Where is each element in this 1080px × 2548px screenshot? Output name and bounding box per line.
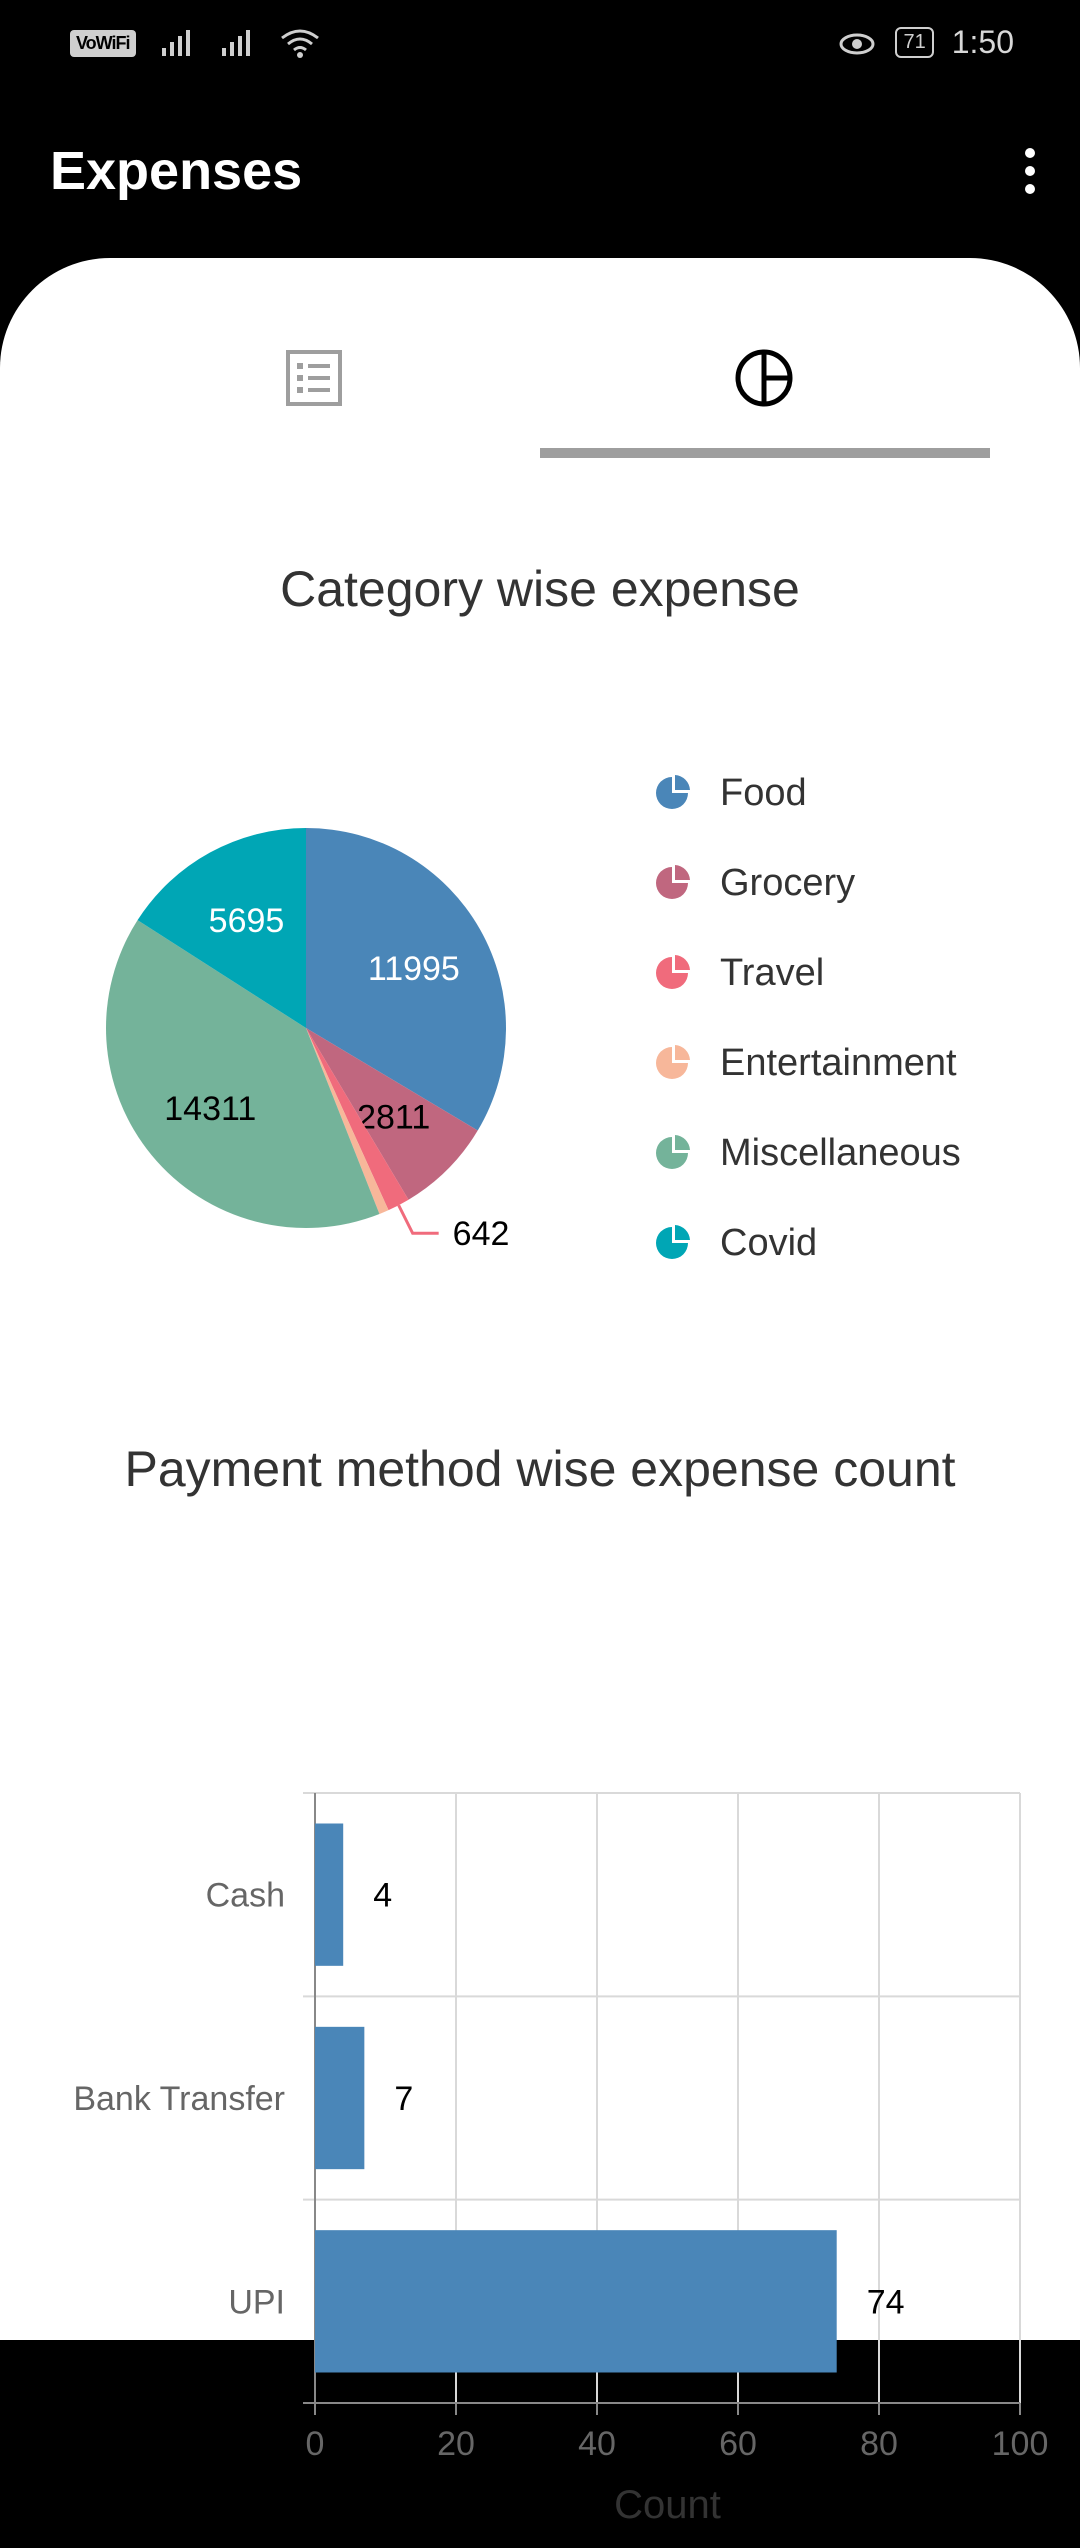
x-axis-label: Count [614,2483,721,2527]
x-tick-label: 100 [992,2425,1049,2463]
app-bar: Expenses [0,90,1080,260]
signal-icon [161,30,190,56]
pie-slice-entertainment [306,1028,389,1215]
status-right: 71 1:50 [837,24,1014,61]
legend-item-travel: Travel [652,928,961,1018]
bar-chart-svg: 0 20 40 60 80 100 Cash 4 Bank Transfer 7 UPI 74 Coun… [73,1792,1049,2527]
status-bar: VoWiFi 71 1:50 [0,0,1080,90]
legend-pie-icon [656,775,690,809]
vowifi-indicator: VoWiFi [70,29,136,57]
pie-data-label: 2811 [357,1099,430,1137]
status-left: VoWiFi [70,28,320,58]
pie-title: Category wise expense [280,561,800,617]
bar-value-label: 74 [867,2283,905,2321]
legend-label: Covid [720,1221,818,1264]
legend-pie-icon [656,1225,690,1259]
legend-label: Entertainment [720,1041,957,1084]
eye-comfort-icon [839,33,875,54]
bar-upi [315,2230,837,2373]
page-title: Expenses [50,141,303,201]
legend-label: Grocery [720,861,856,904]
status-time: 1:50 [951,24,1014,60]
y-tick-label: Cash [206,1877,285,1915]
list-icon [286,350,342,406]
content-card: Category wise expense 11995 2811 642 14311 5… [0,258,1080,2527]
signal-icon-2 [221,30,250,56]
tab-list[interactable] [284,348,344,408]
legend-label: Travel [720,951,825,994]
pie-data-label: 5695 [209,902,285,940]
pie-icon [735,349,793,407]
x-tick-label: 80 [860,2425,898,2463]
pie-label-leader [397,1204,439,1235]
more-vert-icon[interactable] [1020,148,1040,202]
legend-item-covid: Covid [652,1198,961,1288]
legend-item-grocery: Grocery [652,838,961,928]
x-tick-label: 0 [306,2425,325,2463]
bar-value-label: 7 [394,2080,413,2118]
legend-pie-icon [656,955,690,989]
x-tick-label: 40 [578,2425,616,2463]
x-tick-label: 60 [719,2425,757,2463]
tab-chart[interactable] [734,348,794,408]
legend-item-entertainment: Entertainment [652,1018,961,1108]
pie-chart: 11995 2811 642 14311 5695 [96,818,536,1263]
legend-label: Miscellaneous [720,1131,961,1174]
bar-chart: 0 20 40 60 80 100 Cash 4 Bank Transfer 7 UPI 74 Coun… [0,1763,1080,2548]
y-tick-label: UPI [228,2283,285,2321]
legend-pie-icon [656,1045,690,1079]
tab-indicator [540,448,990,458]
pie-data-label: 642 [453,1215,510,1253]
legend-item-food: Food [652,748,961,838]
bar-value-label: 4 [373,1877,392,1915]
tab-bar [0,258,1080,468]
legend-pie-icon [656,1135,690,1169]
y-tick-label: Bank Transfer [73,2080,285,2118]
legend-label: Food [720,771,807,814]
x-tick-label: 20 [437,2425,475,2463]
pie-legend: Food Grocery Travel Entertainment Miscellane… [652,748,961,1288]
pie-slice-covid [137,828,306,1028]
pie-slice-miscellaneous [106,920,380,1228]
battery-icon: 71 [895,27,934,58]
bar-bank-transfer [315,2026,365,2170]
pie-data-label: 11995 [368,950,460,988]
pie-chart-svg: 11995 2811 642 14311 5695 [106,828,510,1253]
legend-pie-icon [656,865,690,899]
bar-cash [315,1823,344,1966]
wifi-icon [280,29,319,58]
pie-slice-grocery [306,1028,478,1200]
pie-data-label: 14311 [164,1090,256,1128]
pie-slice-food [306,828,507,1131]
bar-title: Payment method wise expense count [124,1441,956,1497]
pie-slice-travel [306,1028,409,1211]
legend-item-miscellaneous: Miscellaneous [652,1108,961,1198]
